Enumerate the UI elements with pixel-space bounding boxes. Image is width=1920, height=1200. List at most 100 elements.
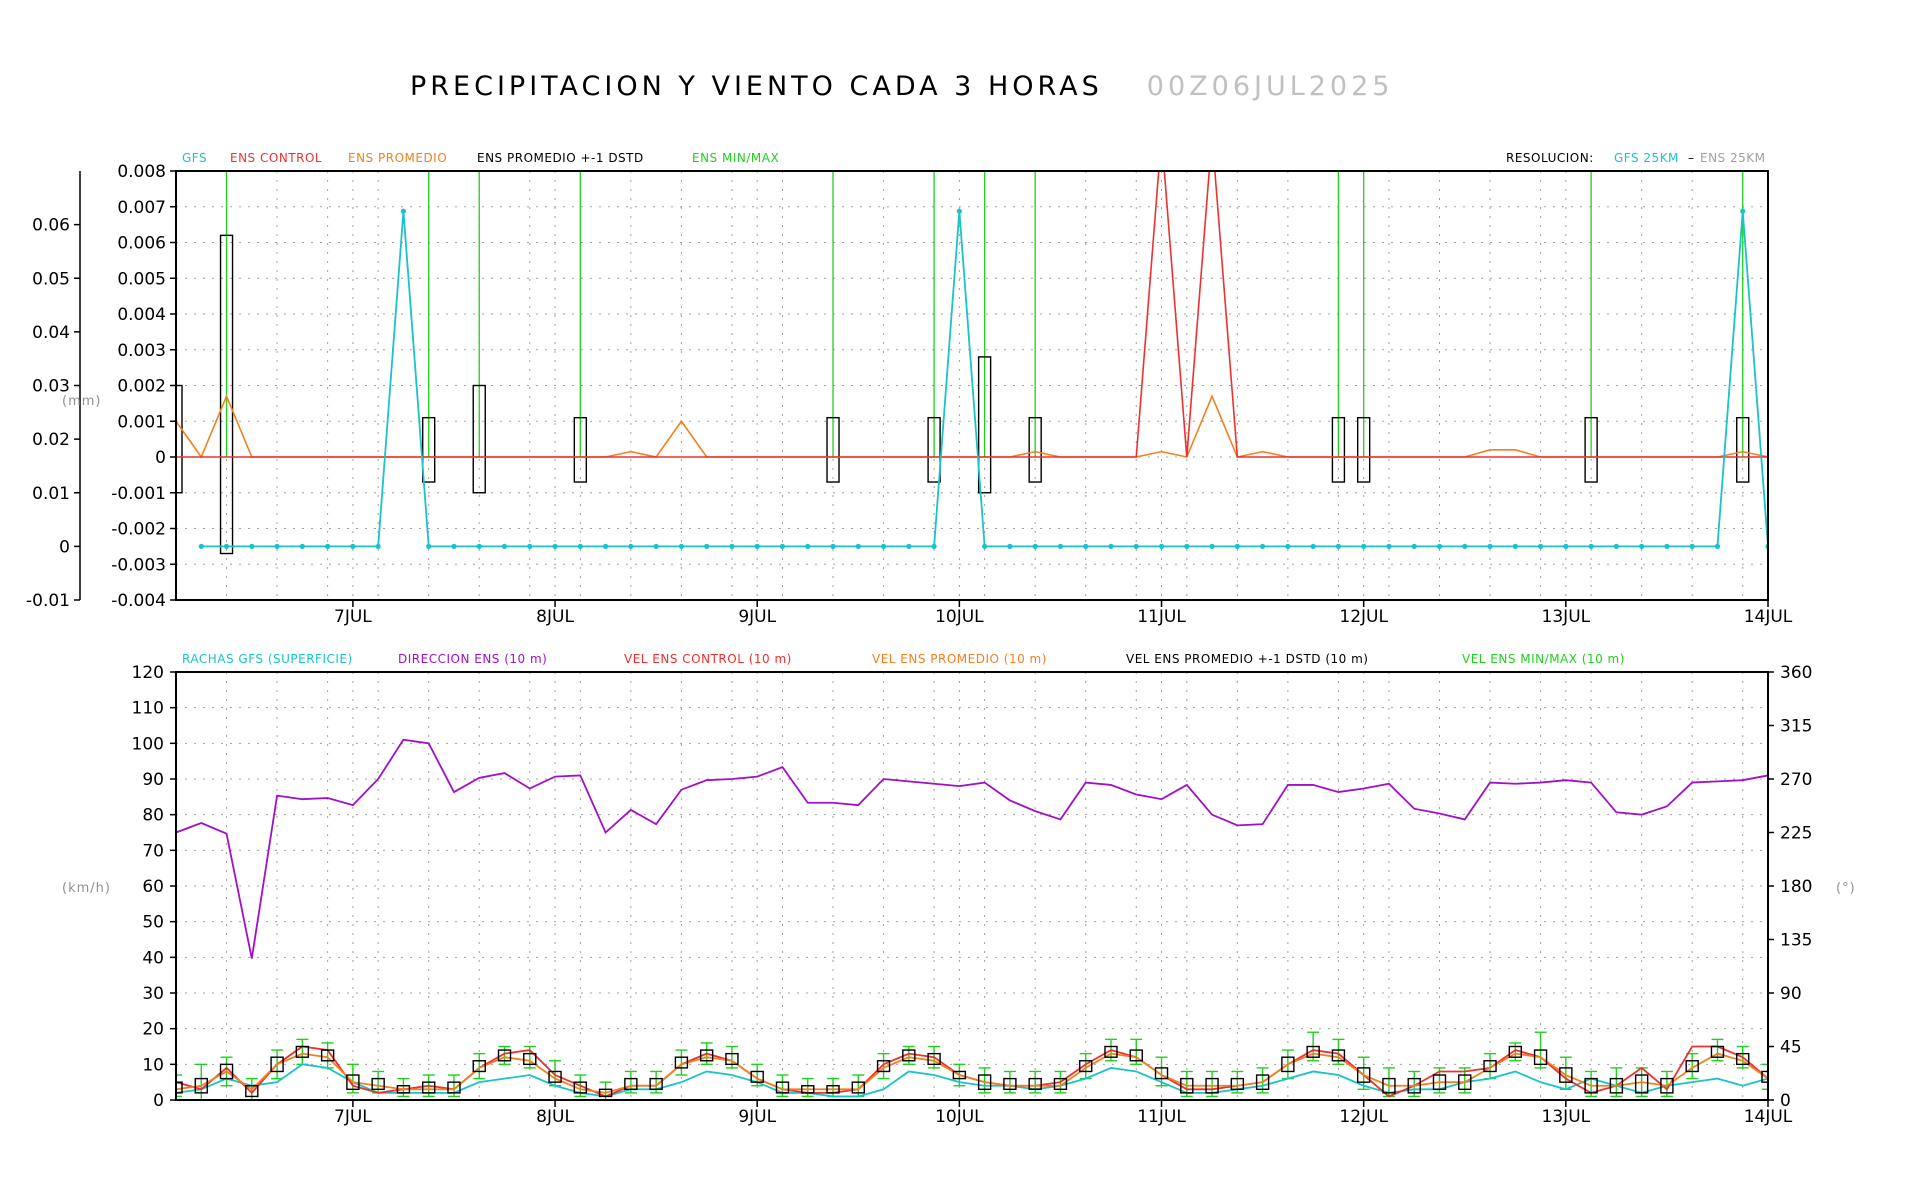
gfs-point: [501, 543, 508, 549]
direction-axis-tick-label: 0: [1780, 1091, 1791, 1111]
ens-axis-tick-label: -0.002: [111, 520, 166, 540]
ens-axis-tick-label: 0.008: [117, 162, 166, 182]
gfs-point: [1007, 543, 1013, 549]
vel-std-box: [1382, 1077, 1396, 1094]
legend-item: VEL ENS PROMEDIO (10 m): [872, 652, 1047, 666]
vel-std-box: [1407, 1077, 1421, 1094]
gfs-point: [274, 543, 280, 549]
gfs-axis-tick-label: 0.02: [32, 430, 70, 450]
gfs-point: [805, 543, 811, 549]
gfs-point: [527, 543, 533, 549]
vel-std-box: [674, 1056, 689, 1069]
x-tick-label: 13JUL: [1542, 607, 1591, 627]
vel-std-box: [699, 1049, 714, 1062]
rachas-gfs-line: [176, 1063, 1768, 1098]
gfs-point: [1108, 543, 1114, 549]
vel-std-box: [977, 1074, 992, 1090]
vel-std-box: [598, 1088, 613, 1098]
speed-axis-tick-label: 110: [132, 699, 164, 719]
gfs-point: [1462, 543, 1468, 549]
gfs-axis-tick-label: 0.06: [32, 216, 70, 236]
gfs-point: [678, 543, 684, 549]
vel-std-box: [1508, 1045, 1523, 1058]
std-box: [1584, 416, 1598, 483]
vel-std-box: [1458, 1074, 1472, 1090]
ens-axis-tick-label: 0: [155, 448, 166, 468]
gfs-point: [1234, 543, 1240, 549]
vel-std-box: [725, 1052, 739, 1066]
std-box: [927, 416, 941, 483]
gfs-axis-tick-label: 0.04: [32, 323, 70, 343]
speed-axis-tick-label: 90: [142, 770, 164, 790]
std-box: [1736, 416, 1750, 483]
gfs-point: [1613, 543, 1619, 549]
ens-axis-tick-label: 0.005: [117, 269, 166, 289]
x-tick-label: 13JUL: [1542, 1107, 1591, 1127]
gfs-point: [325, 543, 331, 549]
ens-axis-tick-label: -0.004: [111, 591, 166, 611]
vel-std-box: [1129, 1049, 1143, 1062]
gfs-point: [628, 543, 634, 549]
wind-frame: [175, 671, 1769, 1101]
vel-std-box: [801, 1085, 815, 1094]
x-tick-label: 8JUL: [536, 607, 574, 627]
gfs-point: [1740, 208, 1746, 214]
gfs-point: [906, 543, 912, 549]
gfs-point: [1512, 543, 1518, 549]
precip-unit-label: (mm): [62, 394, 101, 409]
vel-std-box: [1104, 1045, 1118, 1058]
gfs-point: [956, 208, 962, 214]
gfs-point: [1032, 543, 1038, 549]
std-box: [977, 356, 992, 494]
legend-item: DIRECCION ENS (10 m): [398, 652, 547, 666]
vel-std-box: [1660, 1077, 1674, 1094]
legend-item: VEL ENS PROMEDIO +-1 DSTD (10 m): [1126, 652, 1369, 666]
x-tick-label: 14JUL: [1744, 607, 1793, 627]
gfs-point: [1689, 543, 1695, 549]
vel-std-box: [876, 1060, 891, 1073]
speed-axis-tick-label: 50: [142, 913, 164, 933]
gfs-point: [880, 543, 887, 549]
x-tick-label: 12JUL: [1339, 607, 1388, 627]
std-box: [1028, 416, 1042, 483]
ens-control-line: [176, 171, 1768, 458]
gfs-point: [1310, 543, 1316, 549]
vel-std-box: [851, 1081, 865, 1094]
x-tick-label: 10JUL: [935, 1107, 984, 1127]
legend-item: GFS: [182, 151, 207, 165]
speed-unit-label: (km/h): [62, 881, 111, 896]
gfs-point: [249, 543, 255, 549]
gfs-point: [855, 543, 861, 549]
gfs-point: [426, 543, 432, 549]
wind-plot-area: [176, 738, 1768, 1100]
gfs-point: [1537, 543, 1544, 549]
gfs-point: [1133, 543, 1139, 549]
std-box: [826, 416, 840, 483]
gfs-point: [1184, 543, 1190, 549]
vel-std-box: [1710, 1045, 1725, 1058]
direction-axis-tick-label: 135: [1780, 931, 1812, 951]
gfs-axis-tick-label: 0.03: [32, 377, 70, 397]
vel-std-box: [1281, 1056, 1295, 1073]
std-box: [573, 416, 588, 483]
gfs-point: [1563, 543, 1569, 549]
gfs-point: [602, 543, 609, 549]
x-tick-label: 9JUL: [738, 607, 776, 627]
gfs-point: [1411, 543, 1417, 549]
resolution-gfs: GFS 25KM: [1614, 151, 1679, 165]
vel-std-box: [1079, 1060, 1093, 1073]
vel-std-box: [775, 1081, 790, 1094]
ens-axis-tick-label: 0.003: [117, 341, 166, 361]
vel-std-box: [421, 1081, 436, 1094]
vel-std-box: [320, 1049, 335, 1062]
legend-item: ENS CONTROL: [230, 151, 322, 165]
vel-std-box: [1003, 1077, 1017, 1090]
chart-title: PRECIPITACION Y VIENTO CADA 3 HORAS 00Z06…: [410, 71, 1393, 102]
gfs-axis-tick-label: -0.01: [26, 591, 70, 611]
ens-axis-tick-label: 0.006: [117, 234, 166, 254]
speed-axis-tick-label: 70: [142, 841, 164, 861]
vel-std-box: [573, 1081, 588, 1094]
vel-std-box: [1432, 1074, 1447, 1090]
vel-std-box: [295, 1045, 310, 1058]
